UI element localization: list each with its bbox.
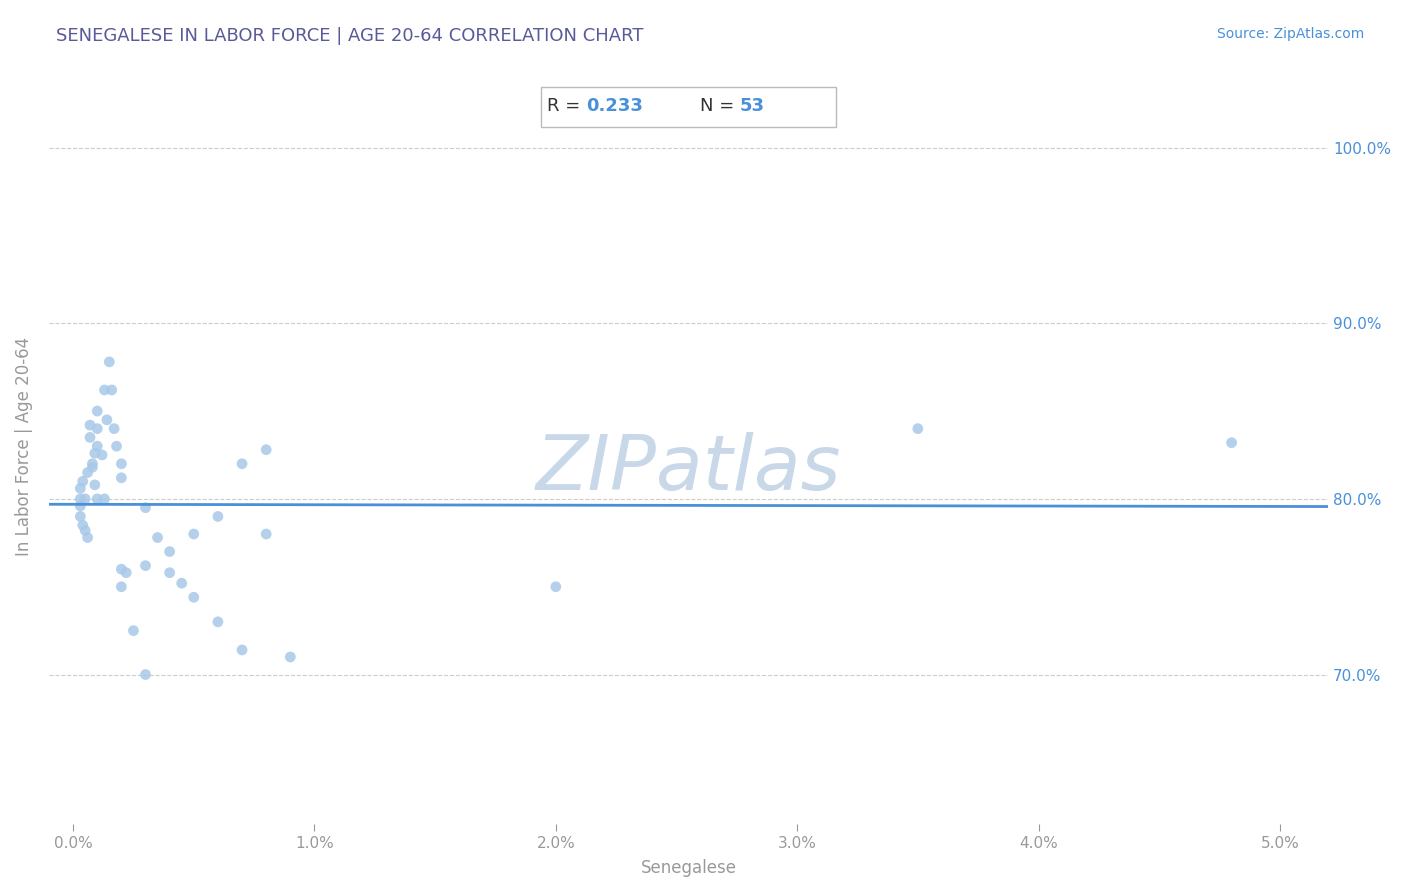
Point (82, 457, 104, 471)
Point (96, 413, 118, 427)
Point (79, 430, 101, 444)
Text: N =: N = (700, 97, 740, 115)
Point (69, 499, 91, 513)
Point (159, 544, 181, 558)
Point (110, 471, 132, 485)
Point (110, 457, 132, 471)
Point (93, 383, 115, 397)
Point (134, 500, 156, 515)
Point (231, 457, 253, 471)
X-axis label: Senegalese: Senegalese (641, 859, 737, 877)
Point (86, 422, 108, 436)
Point (1220, 435, 1243, 450)
Point (207, 615, 229, 629)
Point (134, 558, 156, 573)
Point (76, 531, 98, 545)
Point (93, 491, 115, 506)
Point (254, 527, 277, 541)
Text: R =: R = (547, 97, 586, 115)
Point (83, 478, 105, 492)
Point (183, 591, 205, 605)
Point (231, 643, 253, 657)
Point (544, 580, 567, 594)
Point (79, 418, 101, 433)
Point (207, 509, 229, 524)
Point (91, 448, 114, 462)
Point (72, 475, 94, 489)
Point (86, 439, 108, 453)
Point (159, 566, 181, 580)
Point (82, 460, 104, 475)
Point (134, 667, 156, 681)
Point (86, 404, 108, 418)
Point (110, 580, 132, 594)
Point (115, 566, 138, 580)
Point (98, 355, 121, 369)
Point (83, 446, 105, 460)
Text: ZIPatlas: ZIPatlas (536, 432, 841, 506)
Text: SENEGALESE IN LABOR FORCE | AGE 20-64 CORRELATION CHART: SENEGALESE IN LABOR FORCE | AGE 20-64 CO… (56, 27, 644, 45)
Point (278, 650, 301, 665)
Point (72, 518, 94, 533)
Point (105, 439, 128, 453)
Text: 53: 53 (740, 97, 765, 115)
Point (69, 491, 91, 506)
Point (100, 383, 122, 397)
Point (69, 509, 91, 524)
Point (254, 442, 277, 457)
Point (75, 491, 97, 506)
Y-axis label: In Labor Force | Age 20-64: In Labor Force | Age 20-64 (15, 336, 32, 556)
Point (86, 491, 108, 506)
Point (183, 527, 205, 541)
Point (110, 562, 132, 576)
Point (907, 422, 929, 436)
Text: 0.233: 0.233 (586, 97, 643, 115)
Point (146, 531, 169, 545)
Text: Source: ZipAtlas.com: Source: ZipAtlas.com (1216, 27, 1364, 41)
FancyBboxPatch shape (541, 87, 835, 127)
Point (69, 481, 91, 495)
Point (75, 524, 97, 538)
Point (170, 576, 193, 591)
Point (122, 624, 145, 638)
Point (103, 422, 125, 436)
Point (76, 466, 98, 480)
